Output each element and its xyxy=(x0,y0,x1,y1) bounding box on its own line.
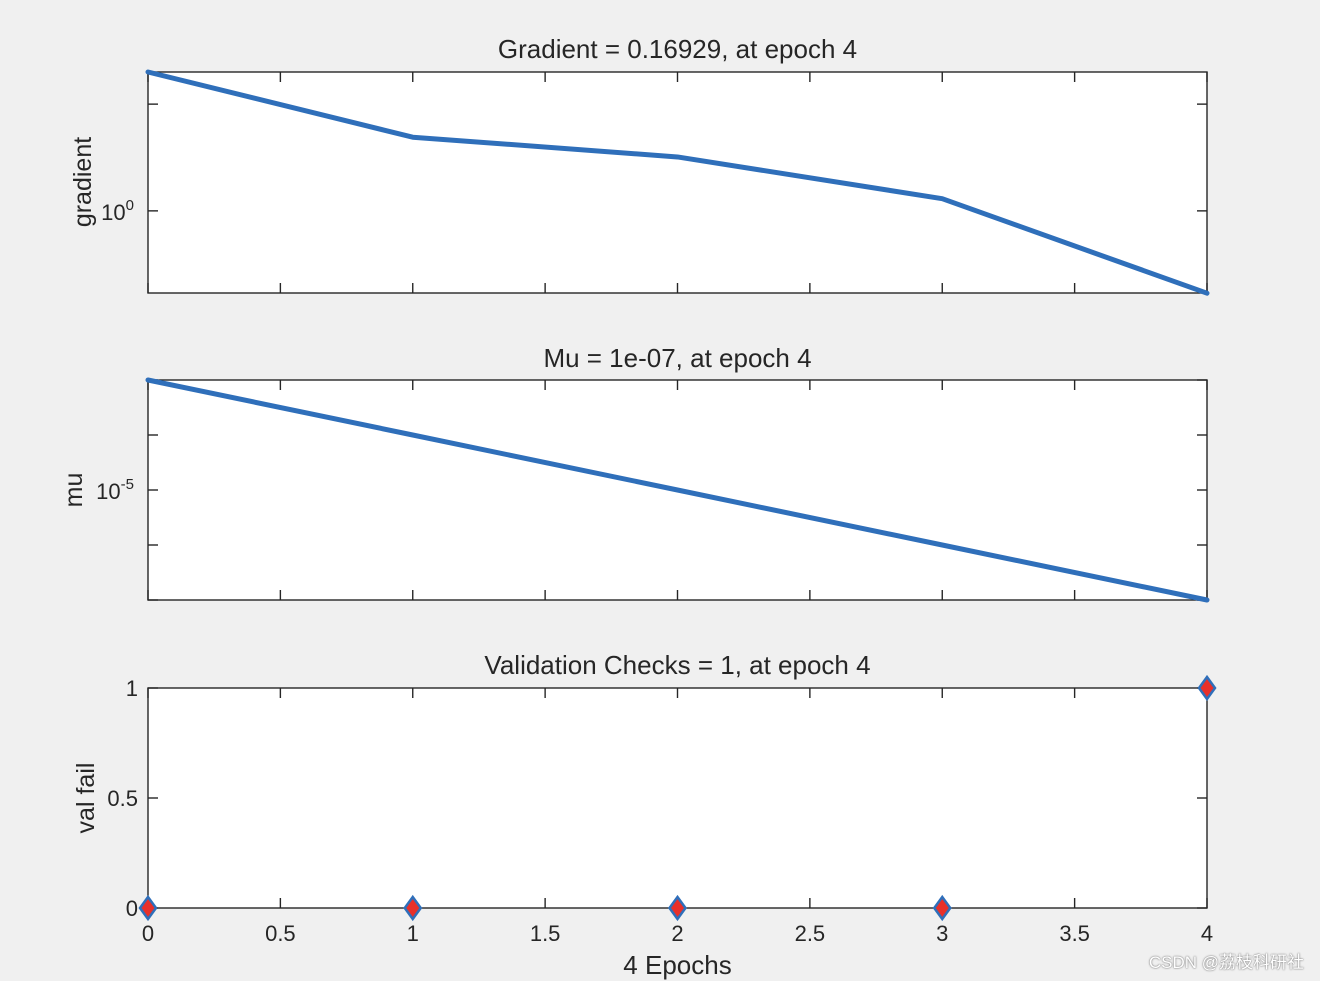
xtick-label: 3.5 xyxy=(1059,921,1090,946)
axes-background-gradient xyxy=(147,71,1208,294)
data-point-marker xyxy=(667,894,688,922)
title-mu: Mu = 1e-07, at epoch 4 xyxy=(543,343,811,373)
series-line xyxy=(145,377,1210,603)
title-gradient: Gradient = 0.16929, at epoch 4 xyxy=(498,34,857,64)
series-gradient xyxy=(145,69,1210,296)
ytick-label: 0.5 xyxy=(107,786,138,811)
series-val-fail xyxy=(138,674,1217,922)
data-point-marker xyxy=(1197,674,1217,702)
subplot-mu: Mu = 1e-07, at epoch 4 mu 10-5 xyxy=(60,343,1210,603)
axes-background-val-fail xyxy=(147,687,1208,909)
ytick-labels-mu: 10-5 xyxy=(96,476,134,504)
data-point-marker xyxy=(932,894,952,922)
xtick-label: 2 xyxy=(671,921,683,946)
ticks-gradient xyxy=(147,72,1208,293)
xtick-label: 1 xyxy=(407,921,419,946)
xtick-label: 0 xyxy=(142,921,154,946)
series-mu xyxy=(145,377,1210,603)
subplot-val-fail: Validation Checks = 1, at epoch 4 val fa… xyxy=(72,650,1217,980)
series-line xyxy=(145,69,1210,296)
ylabel-gradient: gradient xyxy=(69,137,97,227)
ytick-label: 0 xyxy=(126,896,138,921)
ytick-label: 100 xyxy=(101,197,134,225)
subplot-gradient: Gradient = 0.16929, at epoch 4 gradient … xyxy=(69,34,1210,296)
xtick-labels-val-fail: 0 0.5 1 1.5 2 2.5 3 3.5 4 xyxy=(142,921,1213,946)
ylabel-val-fail: val fail xyxy=(72,763,100,834)
ytick-labels-gradient: 100 xyxy=(101,197,134,225)
ytick-label: 1 xyxy=(126,676,138,701)
watermark: CSDN @荔枝科研社 xyxy=(1148,953,1304,972)
xlabel-epochs: 4 Epochs xyxy=(623,950,731,980)
data-point-marker xyxy=(138,894,158,922)
title-val-fail: Validation Checks = 1, at epoch 4 xyxy=(484,650,870,680)
ylabel-mu: mu xyxy=(60,473,88,508)
xtick-label: 3 xyxy=(936,921,948,946)
xtick-label: 2.5 xyxy=(795,921,826,946)
xtick-label: 1.5 xyxy=(530,921,561,946)
ytick-label: 10-5 xyxy=(96,476,134,504)
xtick-label: 0.5 xyxy=(265,921,296,946)
ytick-labels-val-fail: 00.51 xyxy=(107,676,138,921)
xtick-label: 4 xyxy=(1201,921,1213,946)
data-point-marker xyxy=(403,894,423,922)
